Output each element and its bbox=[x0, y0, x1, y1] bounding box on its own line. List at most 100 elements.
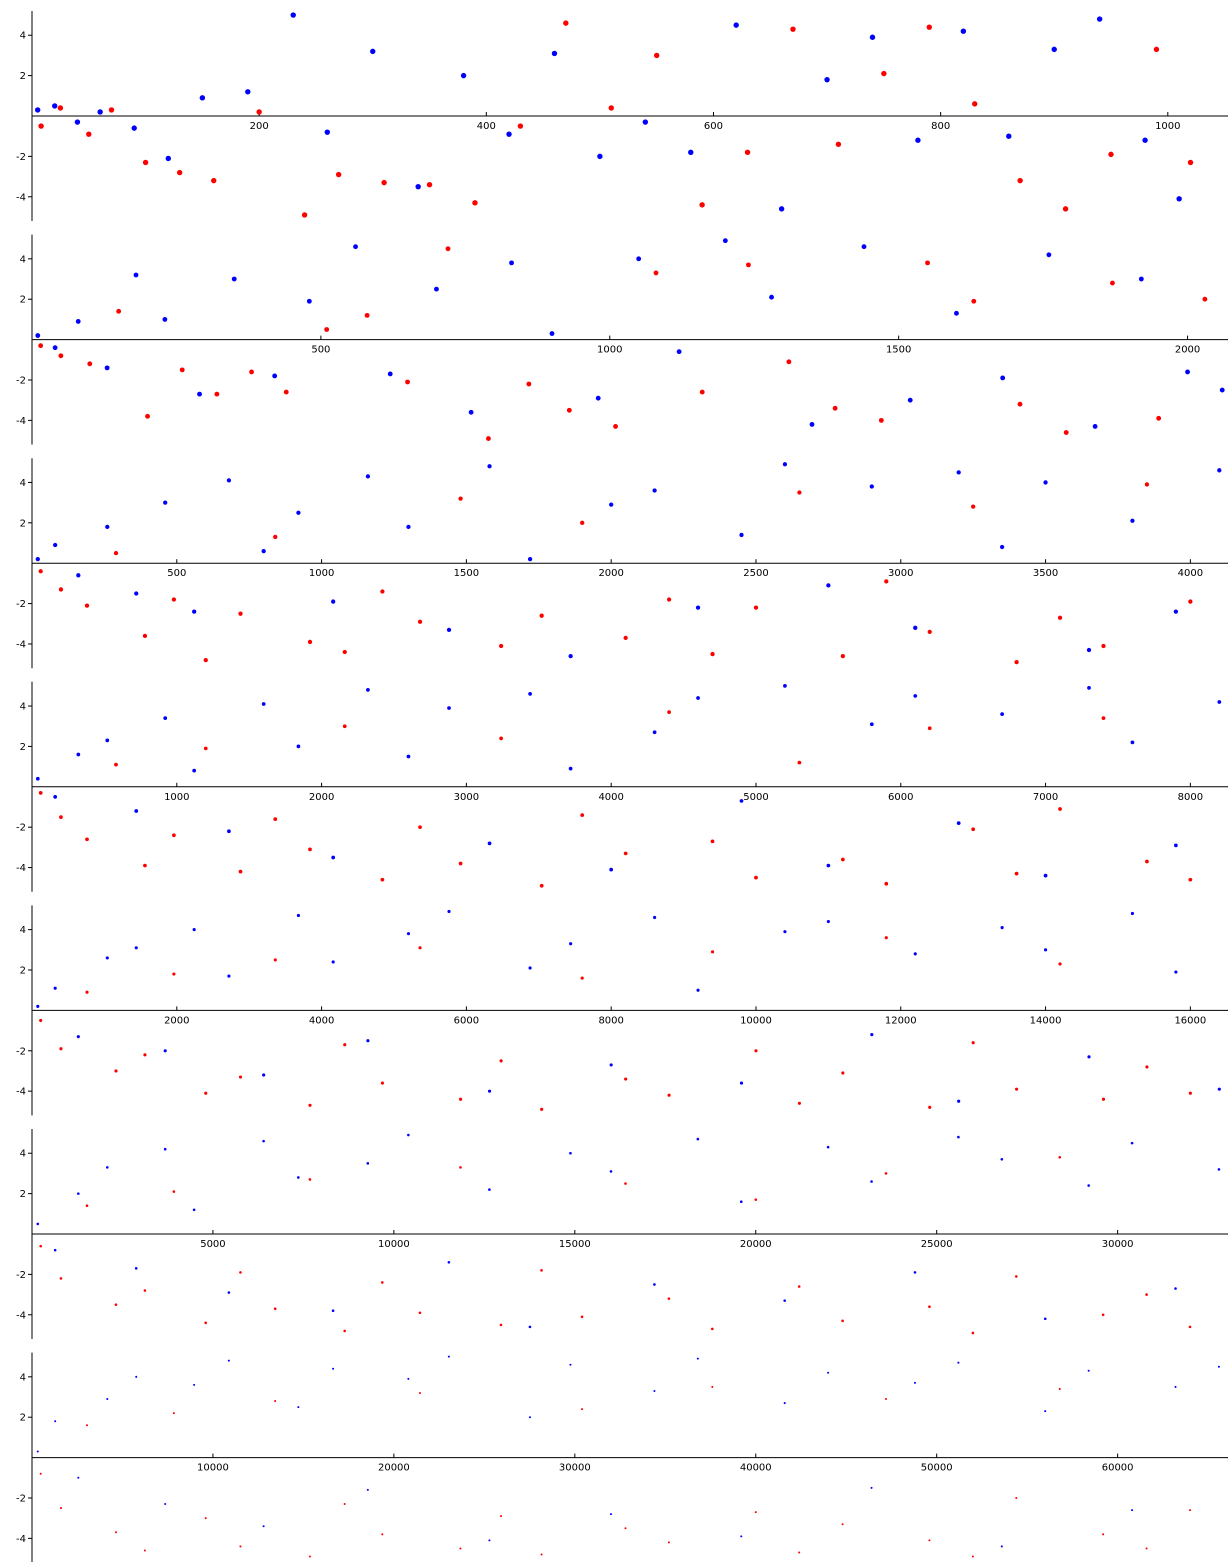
point bbox=[53, 542, 58, 548]
point bbox=[239, 1545, 242, 1548]
point bbox=[406, 754, 411, 759]
point bbox=[517, 123, 524, 129]
point bbox=[192, 1208, 196, 1212]
point bbox=[827, 1371, 830, 1374]
point bbox=[343, 1043, 347, 1047]
x-tick-label: 500 bbox=[311, 345, 330, 356]
point bbox=[1108, 151, 1114, 158]
point bbox=[227, 1359, 230, 1362]
point bbox=[335, 171, 342, 178]
point bbox=[566, 407, 572, 413]
point bbox=[199, 95, 206, 101]
point bbox=[928, 1305, 931, 1308]
point bbox=[960, 28, 967, 34]
point bbox=[324, 327, 330, 332]
point bbox=[840, 857, 845, 862]
point bbox=[114, 762, 118, 767]
point bbox=[59, 1277, 63, 1280]
point bbox=[957, 1099, 961, 1103]
point bbox=[364, 312, 370, 318]
point bbox=[308, 1178, 312, 1181]
point bbox=[581, 1408, 584, 1411]
point bbox=[238, 1075, 243, 1079]
point bbox=[1000, 712, 1004, 716]
point bbox=[569, 942, 573, 946]
point bbox=[487, 1089, 492, 1093]
point bbox=[710, 950, 715, 954]
point bbox=[1101, 643, 1106, 649]
point bbox=[653, 1389, 656, 1392]
point bbox=[297, 1176, 300, 1179]
point bbox=[261, 702, 266, 706]
point bbox=[134, 809, 139, 813]
point bbox=[1062, 206, 1069, 212]
point bbox=[172, 1412, 175, 1415]
point bbox=[739, 799, 744, 803]
point bbox=[733, 22, 739, 28]
point bbox=[1176, 196, 1182, 202]
point bbox=[999, 544, 1005, 550]
point bbox=[192, 609, 197, 614]
point bbox=[105, 524, 110, 529]
point bbox=[1217, 468, 1222, 473]
x-tick-label: 25000 bbox=[921, 1239, 953, 1250]
y-tick-label: -2 bbox=[16, 823, 26, 834]
point bbox=[653, 270, 659, 276]
point bbox=[1087, 1184, 1090, 1187]
point bbox=[783, 930, 787, 934]
point bbox=[696, 696, 700, 700]
x-tick-label: 30000 bbox=[559, 1463, 591, 1474]
point bbox=[506, 131, 512, 137]
point bbox=[956, 470, 961, 475]
point bbox=[418, 1391, 421, 1395]
point bbox=[1015, 1496, 1018, 1500]
point bbox=[568, 766, 573, 771]
point bbox=[1058, 1387, 1061, 1390]
point bbox=[540, 1107, 544, 1111]
point bbox=[568, 653, 573, 659]
point bbox=[143, 1289, 147, 1292]
point bbox=[778, 206, 785, 212]
point bbox=[957, 1361, 960, 1364]
point bbox=[353, 244, 358, 250]
point bbox=[38, 569, 43, 574]
x-tick-label: 200 bbox=[250, 121, 269, 132]
point bbox=[343, 1329, 346, 1333]
point bbox=[797, 1101, 801, 1105]
point bbox=[76, 752, 81, 757]
point bbox=[380, 1281, 384, 1284]
x-tick-label: 4000 bbox=[598, 792, 623, 803]
point bbox=[1217, 700, 1222, 704]
point bbox=[58, 587, 64, 592]
x-tick-label: 400 bbox=[477, 121, 496, 132]
y-tick-label: 4 bbox=[20, 31, 26, 42]
point bbox=[870, 1486, 873, 1489]
point bbox=[722, 238, 728, 244]
point bbox=[826, 1145, 830, 1149]
point bbox=[580, 976, 584, 980]
point bbox=[77, 1476, 80, 1479]
point bbox=[870, 1033, 874, 1037]
point bbox=[1131, 1509, 1134, 1512]
point bbox=[870, 1180, 873, 1183]
point bbox=[1000, 375, 1006, 381]
point bbox=[957, 1135, 960, 1139]
point bbox=[447, 1260, 451, 1264]
point bbox=[114, 1531, 117, 1534]
point bbox=[106, 1398, 109, 1401]
point bbox=[826, 863, 831, 868]
y-tick-label: 2 bbox=[20, 966, 26, 977]
point bbox=[540, 1269, 543, 1272]
point bbox=[1087, 1369, 1090, 1372]
point bbox=[342, 724, 347, 729]
point bbox=[57, 105, 64, 111]
point bbox=[1130, 911, 1135, 916]
point bbox=[1145, 1293, 1148, 1296]
point bbox=[754, 875, 758, 880]
point bbox=[204, 1321, 208, 1325]
point bbox=[34, 107, 41, 113]
point bbox=[861, 244, 867, 250]
point bbox=[406, 932, 411, 936]
point bbox=[273, 958, 277, 962]
x-tick-label: 5000 bbox=[200, 1239, 225, 1250]
